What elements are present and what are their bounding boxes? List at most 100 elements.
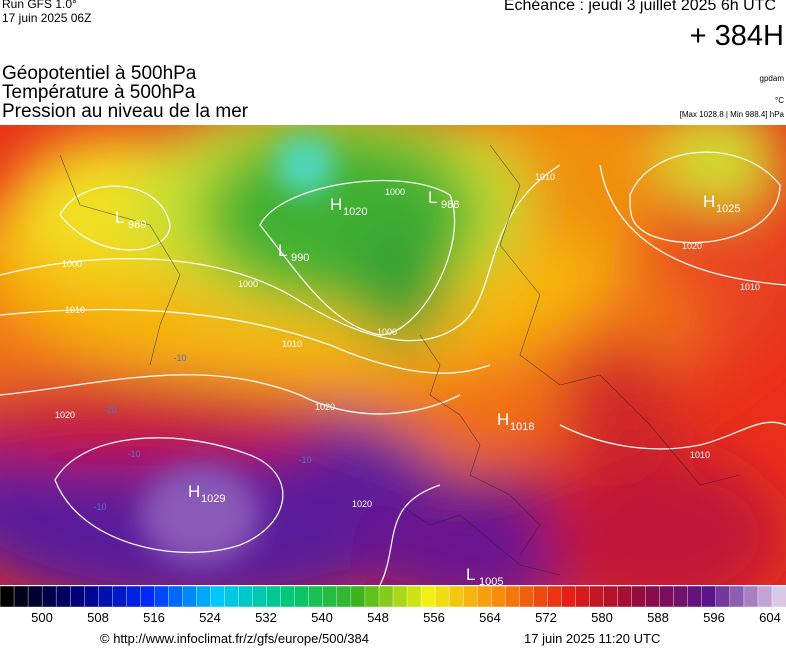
pressure-center-kind: L [428,188,437,207]
colorbar-tick-label: 548 [367,610,389,625]
colorbar-swatch [392,586,408,608]
unit: gpdam [759,74,784,83]
colorbar-swatch [462,586,478,608]
colorbar-swatch [0,586,15,608]
temperature-label: -10 [127,449,140,459]
pressure-center-value: 989 [128,219,146,231]
pressure-center-value: 988 [441,199,459,211]
colorbar-swatch [491,586,506,608]
field: Géopotentiel à 500hPa [2,63,197,84]
colorbar-swatch [55,586,71,608]
isobar-label: 1010 [690,450,710,460]
colorbar-swatch [701,586,717,608]
pressure-center-kind: H [330,195,342,214]
pressure-center-value: 1018 [510,421,534,433]
colorbar-swatch [378,586,394,608]
colorbar-tick-label: 580 [591,610,613,625]
colorbar-swatch [196,586,212,608]
colorbar-swatch [743,586,759,608]
colorbar-tick-label: 564 [479,610,501,625]
isobar-label: 1020 [352,499,372,509]
colorbar-tick-label: 500 [31,610,53,625]
colorbar-swatch [729,586,745,608]
colorbar-swatch [505,586,521,608]
colorbar-swatch [645,586,661,608]
temperature-label: -10 [298,455,311,465]
pressure-center-kind: H [188,482,200,501]
colorbar-swatch [182,586,198,608]
isobar-label: 1000 [377,327,397,337]
pressure-center-value: 990 [291,252,309,264]
colorbar-tick-label: 540 [311,610,333,625]
pressure-center-kind: L [278,241,287,260]
colorbar-swatch [266,586,282,608]
colorbar-swatch [280,586,296,608]
field: Température à 500hPa [2,82,196,103]
colorbar-swatch [673,586,689,608]
colorbar-tick-label: 556 [423,610,445,625]
colorbar-tick-label: 524 [199,610,221,625]
run: Run GFS 1.0° [2,0,77,11]
isobar-label: 1000 [385,187,405,197]
colorbar-swatch [631,586,647,608]
run-date: 17 juin 2025 06Z [2,11,92,25]
colorbar-tick-label: 572 [535,610,557,625]
pressure-center-kind: H [497,410,509,429]
colorbar-swatch [687,586,703,608]
pressure-center-value: 1020 [343,206,367,218]
colorbar-swatch [336,586,352,608]
pressure-center-value: 1029 [201,493,225,505]
lead-time: + 384H [689,20,784,52]
unit: [Max 1028.8 | Min 988.4] hPa [679,110,784,119]
isobar-label: 1020 [55,410,75,420]
colorbar-swatch [659,586,675,608]
colorbar-swatch [350,586,366,608]
temperature-label: -10 [173,353,186,363]
isobar-label: 1000 [62,259,82,269]
colorbar [0,586,786,608]
pressure-center-kind: L [115,208,124,227]
colorbar-swatch [98,586,113,608]
colorbar-swatch [715,586,731,608]
colorbar-tick-label: 532 [255,610,277,625]
colorbar-swatch [294,586,310,608]
temperature-label: -10 [103,405,116,415]
colorbar-swatch [168,586,184,608]
isobar-label: 1010 [282,339,302,349]
colorbar-tick-label: 604 [759,610,781,625]
echeance: Echéance : jeudi 3 juillet 2025 6h UTC [503,0,776,14]
colorbar-swatch [41,586,57,608]
source: © http://www.infoclimat.fr/z/gfs/europe/… [100,631,369,646]
colorbar-swatch [771,586,786,608]
colorbar-swatch [140,586,156,608]
colorbar-swatch [477,586,492,608]
colorbar-swatch [434,586,450,608]
colorbar-swatch [420,586,436,608]
colorbar-swatch [364,586,380,608]
colorbar-swatch [603,586,619,608]
colorbar-tick-label: 588 [647,610,669,625]
pressure-center-kind: H [703,192,715,211]
colorbar-swatch [448,586,464,608]
colorbar-swatch [308,586,324,608]
colorbar-tick-label: 508 [87,610,109,625]
colorbar-swatch [210,586,226,608]
pressure-center-kind: L [466,565,475,584]
isobar-label: 1010 [740,282,760,292]
unit: °C [775,96,784,105]
field: Pression au niveau de la mer [2,101,249,122]
colorbar-swatch [238,586,254,608]
isobar-label: 1000 [238,279,258,289]
colorbar-swatch [13,586,29,608]
colorbar-swatch [547,586,563,608]
generated-time: 17 juin 2025 11:20 UTC [524,631,661,646]
pressure-center-value: 1005 [479,576,503,585]
pressure-center-value: 1025 [716,203,740,215]
colorbar-swatch [617,586,633,608]
isobar-label: 1010 [535,172,555,182]
colorbar-tick-label: 516 [143,610,165,625]
colorbar-swatch [126,586,142,608]
colorbar-swatch [224,586,240,608]
